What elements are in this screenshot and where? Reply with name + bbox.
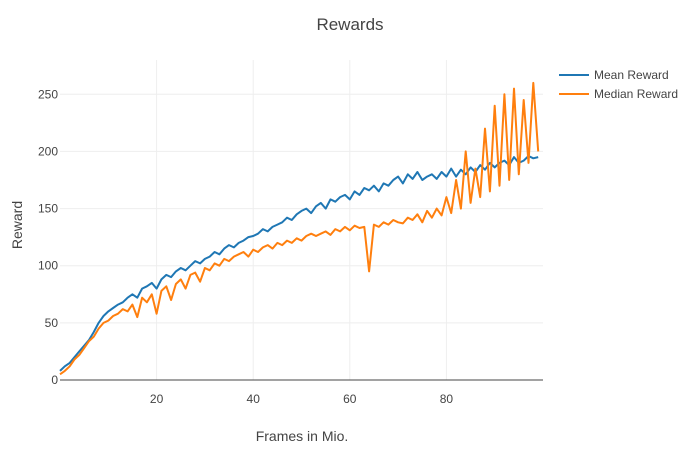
y-tick-label: 100 bbox=[38, 259, 58, 273]
y-tick-labels: 0 50 100 150 200 250 bbox=[38, 87, 58, 387]
series-line-median-reward bbox=[59, 81, 540, 376]
legend-label: Mean Reward bbox=[594, 68, 669, 82]
x-tick-label: 20 bbox=[150, 392, 164, 406]
x-axis-label: Frames in Mio. bbox=[256, 428, 349, 444]
y-tick-label: 50 bbox=[45, 316, 59, 330]
y-tick-label: 200 bbox=[38, 144, 58, 158]
x-tick-label: 80 bbox=[440, 392, 454, 406]
x-tick-label: 40 bbox=[247, 392, 261, 406]
y-tick-label: 0 bbox=[51, 373, 58, 387]
chart-title: Rewards bbox=[316, 15, 383, 34]
series-line-mean-reward bbox=[59, 155, 539, 372]
legend-label: Median Reward bbox=[594, 87, 678, 101]
series-lines bbox=[59, 81, 540, 376]
x-tick-labels: 20 40 60 80 bbox=[150, 392, 453, 406]
y-axis-label: Reward bbox=[9, 201, 25, 249]
y-tick-label: 150 bbox=[38, 202, 58, 216]
y-tick-label: 250 bbox=[38, 87, 58, 101]
legend: Mean Reward Median Reward bbox=[559, 68, 678, 101]
grid-lines bbox=[60, 60, 543, 380]
x-tick-label: 60 bbox=[343, 392, 357, 406]
